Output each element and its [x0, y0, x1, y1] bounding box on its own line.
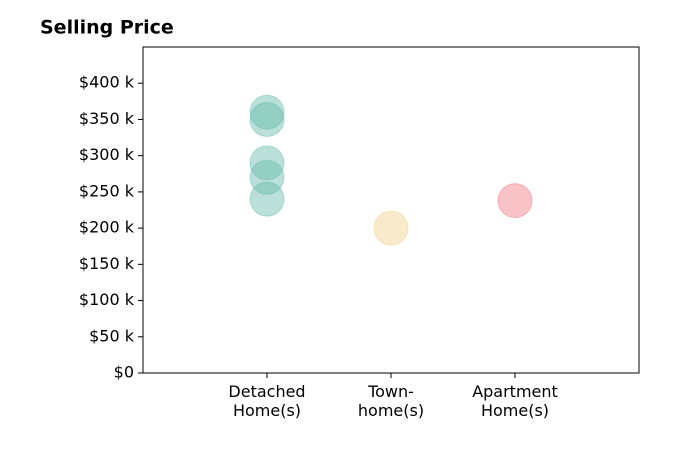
point: [249, 159, 285, 195]
y-tick-label: $150 k: [79, 254, 135, 273]
x-tick-label: Detached Home(s): [228, 382, 306, 420]
y-tick-label: $200 k: [79, 218, 135, 237]
y-tick-label: $400 k: [79, 73, 135, 92]
point: [249, 94, 285, 130]
plot-frame: [142, 46, 640, 374]
point: [249, 145, 285, 181]
x-tick-label: Town- home(s): [357, 382, 425, 420]
point: [249, 101, 285, 137]
y-tick-label: $300 k: [79, 145, 135, 164]
chart-title: Selling Price: [40, 17, 174, 39]
point: [373, 210, 409, 246]
y-tick-label: $350 k: [79, 109, 135, 128]
point: [497, 183, 533, 219]
y-tick-label: $50 k: [89, 326, 135, 345]
y-tick-label: $100 k: [79, 290, 135, 309]
x-tick-label: Apartment Home(s): [472, 382, 558, 420]
y-tick-label: $0: [114, 363, 134, 382]
point: [249, 181, 285, 217]
y-tick-label: $250 k: [79, 181, 135, 200]
